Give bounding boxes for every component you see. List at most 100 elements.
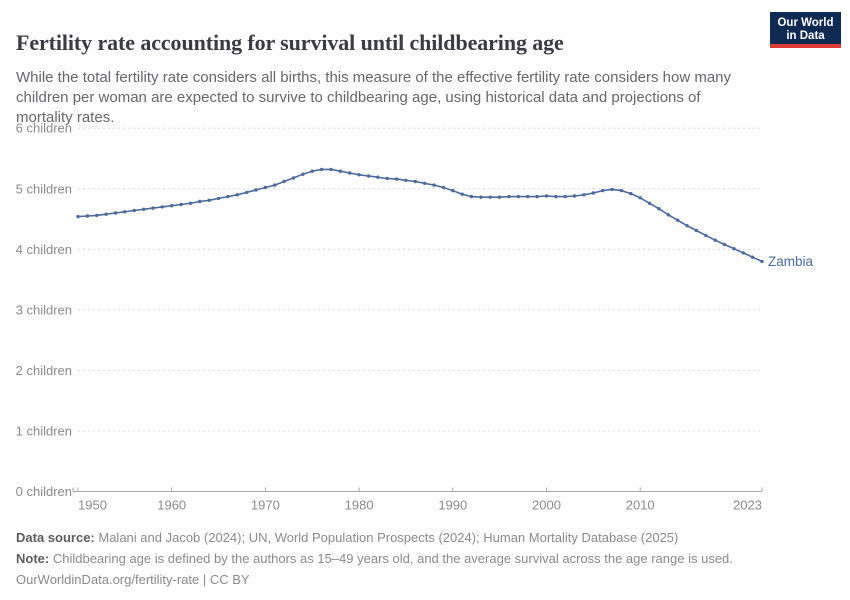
zambia-data-point[interactable] xyxy=(760,259,764,264)
zambia-data-point[interactable] xyxy=(394,177,399,181)
zambia-data-point[interactable] xyxy=(460,192,464,196)
zambia-data-point[interactable] xyxy=(479,195,483,199)
zambia-data-point[interactable] xyxy=(516,194,521,199)
zambia-data-point[interactable] xyxy=(676,218,680,222)
x-axis-tick-label: 2010 xyxy=(626,498,655,513)
zambia-data-point[interactable] xyxy=(610,187,614,192)
zambia-data-point[interactable] xyxy=(319,167,324,172)
zambia-data-point[interactable] xyxy=(572,194,577,198)
zambia-data-point[interactable] xyxy=(629,191,633,196)
zambia-data-point[interactable] xyxy=(507,194,511,199)
zambia-data-point[interactable] xyxy=(526,194,530,199)
owid-logo[interactable]: Our World in Data xyxy=(770,12,841,48)
zambia-data-point[interactable] xyxy=(282,179,286,184)
zambia-data-point[interactable] xyxy=(582,193,586,197)
zambia-data-point[interactable] xyxy=(216,196,221,201)
zambia-data-point[interactable] xyxy=(619,188,624,193)
zambia-data-point[interactable] xyxy=(423,181,427,185)
zambia-data-point[interactable] xyxy=(357,173,361,177)
zambia-data-point[interactable] xyxy=(188,201,193,205)
attribution-line: OurWorldinData.org/fertility-rate | CC B… xyxy=(16,572,250,587)
zambia-data-point[interactable] xyxy=(554,194,558,199)
zambia-data-point[interactable] xyxy=(563,194,567,199)
zambia-data-point[interactable] xyxy=(254,188,258,192)
y-axis-tick-label: 1 children xyxy=(16,423,72,438)
zambia-data-point[interactable] xyxy=(441,185,446,190)
zambia-data-point[interactable] xyxy=(366,174,371,178)
zambia-data-point[interactable] xyxy=(170,204,174,208)
owid-logo-line1: Our World xyxy=(777,17,834,29)
zambia-data-point[interactable] xyxy=(535,194,539,199)
x-axis-tick-label: 2023 xyxy=(733,498,762,513)
zambia-data-point[interactable] xyxy=(179,202,183,207)
zambia-line-series[interactable] xyxy=(77,168,763,263)
chart-footer: Data source: Malani and Jacob (2024); UN… xyxy=(16,527,816,590)
zambia-data-point[interactable] xyxy=(113,211,118,215)
zambia-data-point[interactable] xyxy=(85,214,90,218)
zambia-data-point[interactable] xyxy=(235,193,239,197)
zambia-data-point[interactable] xyxy=(666,213,670,217)
zambia-data-point[interactable] xyxy=(488,195,492,199)
owid-logo-line2: in Data xyxy=(786,30,825,42)
zambia-data-point[interactable] xyxy=(123,210,127,214)
zambia-data-point[interactable] xyxy=(104,212,108,216)
series-label-zambia[interactable]: Zambia xyxy=(768,254,814,269)
zambia-data-point[interactable] xyxy=(291,176,296,180)
zambia-data-point[interactable] xyxy=(263,185,268,190)
zambia-data-point[interactable] xyxy=(647,201,652,205)
zambia-data-point[interactable] xyxy=(741,251,745,255)
zambia-data-point[interactable] xyxy=(404,178,408,182)
note-line: Note: Childbearing age is defined by the… xyxy=(16,548,816,569)
zambia-data-point[interactable] xyxy=(310,169,314,173)
zambia-data-point[interactable] xyxy=(329,167,333,172)
zambia-data-point[interactable] xyxy=(469,194,474,199)
zambia-data-point[interactable] xyxy=(713,238,717,242)
data-source-label: Data source: xyxy=(16,530,95,545)
zambia-data-point[interactable] xyxy=(273,183,277,187)
zambia-data-point[interactable] xyxy=(694,228,699,233)
zambia-data-point[interactable] xyxy=(301,172,305,176)
zambia-data-point[interactable] xyxy=(338,169,343,173)
zambia-data-point[interactable] xyxy=(750,255,755,259)
zambia-data-point[interactable] xyxy=(226,194,230,199)
zambia-data-point[interactable] xyxy=(151,206,155,210)
zambia-data-point[interactable] xyxy=(348,171,352,175)
x-axis-tick-label: 2000 xyxy=(532,498,561,513)
x-axis-tick-label: 1960 xyxy=(157,498,186,513)
zambia-data-point[interactable] xyxy=(132,208,136,213)
zambia-data-point[interactable] xyxy=(704,233,708,238)
zambia-data-point[interactable] xyxy=(376,175,380,179)
zambia-data-point[interactable] xyxy=(544,194,549,198)
zambia-data-point[interactable] xyxy=(638,196,642,200)
page-title: Fertility rate accounting for survival u… xyxy=(16,29,564,55)
zambia-data-point[interactable] xyxy=(245,190,249,195)
chart-subtitle: While the total fertility rate considers… xyxy=(16,69,732,126)
zambia-data-point[interactable] xyxy=(497,195,502,199)
note-text: Childbearing age is defined by the autho… xyxy=(52,551,733,566)
zambia-data-point[interactable] xyxy=(451,188,455,193)
x-axis-tick-label: 1980 xyxy=(345,498,374,513)
y-axis-tick-label: 4 children xyxy=(16,242,72,257)
data-source-text: Malani and Jacob (2024); UN, World Popul… xyxy=(98,530,679,545)
zambia-data-point[interactable] xyxy=(141,207,146,211)
zambia-data-point[interactable] xyxy=(685,224,689,228)
y-axis-tick-label: 6 children xyxy=(16,121,72,136)
zambia-data-point[interactable] xyxy=(722,242,727,247)
zambia-data-point[interactable] xyxy=(591,191,595,195)
zambia-data-point[interactable] xyxy=(432,183,436,187)
y-axis-tick-label: 3 children xyxy=(16,302,72,317)
zambia-data-point[interactable] xyxy=(198,199,202,204)
zambia-data-point[interactable] xyxy=(601,188,605,193)
zambia-data-point[interactable] xyxy=(385,176,389,181)
zambia-data-point[interactable] xyxy=(95,213,99,218)
x-axis-tick-label: 1990 xyxy=(438,498,467,513)
zambia-data-point[interactable] xyxy=(732,247,736,251)
zambia-data-point[interactable] xyxy=(76,214,80,219)
y-axis-tick-label: 5 children xyxy=(16,181,72,196)
zambia-data-point[interactable] xyxy=(207,198,211,202)
data-source-line: Data source: Malani and Jacob (2024); UN… xyxy=(16,527,816,548)
zambia-data-point[interactable] xyxy=(413,179,417,184)
zambia-data-point[interactable] xyxy=(657,207,661,211)
zambia-data-point[interactable] xyxy=(160,205,164,209)
